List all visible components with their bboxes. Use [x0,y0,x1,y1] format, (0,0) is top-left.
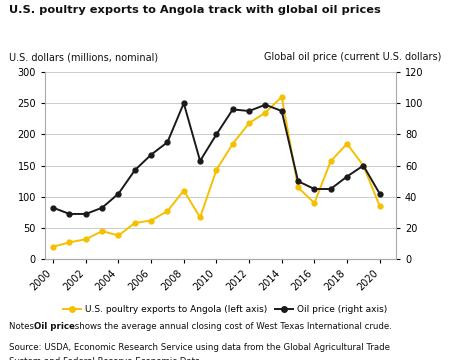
Text: Oil price: Oil price [34,322,75,331]
Text: Notes:: Notes: [9,322,40,331]
Text: System and Federal Reserve Economic Data.: System and Federal Reserve Economic Data… [9,357,203,360]
Legend: U.S. poultry exports to Angola (left axis), Oil price (right axis): U.S. poultry exports to Angola (left axi… [59,302,391,318]
Text: shows the average annual closing cost of West Texas International crude.: shows the average annual closing cost of… [72,322,392,331]
Text: Source: USDA, Economic Research Service using data from the Global Agricultural : Source: USDA, Economic Research Service … [9,343,390,352]
Text: U.S. poultry exports to Angola track with global oil prices: U.S. poultry exports to Angola track wit… [9,5,381,15]
Text: U.S. dollars (millions, nominal): U.S. dollars (millions, nominal) [9,52,158,62]
Text: Global oil price (current U.S. dollars): Global oil price (current U.S. dollars) [264,52,441,62]
